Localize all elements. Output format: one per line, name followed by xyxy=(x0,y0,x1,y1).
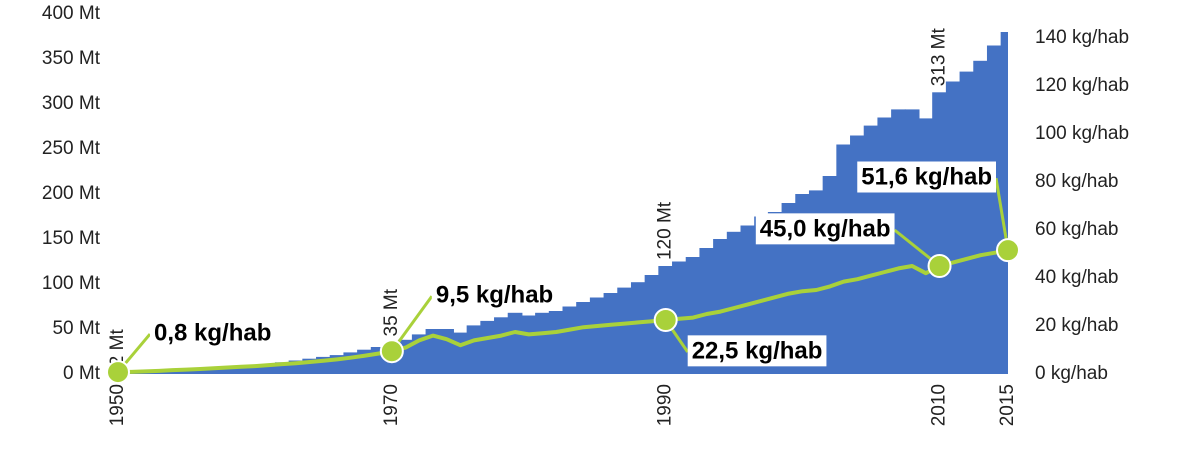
y2-tick-label: 60 kg/hab xyxy=(1035,219,1118,240)
area-step xyxy=(630,282,646,374)
label-box xyxy=(150,317,276,349)
area-step xyxy=(179,369,194,374)
x-tick-label: 2010 xyxy=(929,384,950,426)
area-step xyxy=(617,287,632,374)
label-box xyxy=(431,279,558,311)
area-label: 120 Mt xyxy=(655,201,676,260)
area-step xyxy=(261,364,276,374)
y2-tick-label: 100 kg/hab xyxy=(1035,123,1129,144)
area-step xyxy=(603,293,619,374)
line-label: 22,5 kg/hab xyxy=(692,337,823,364)
area-step xyxy=(233,365,249,374)
area-step xyxy=(192,368,208,374)
label-box xyxy=(857,161,996,193)
line-label: 9,5 kg/hab xyxy=(436,282,553,309)
y-tick-label: 350 Mt xyxy=(42,48,101,69)
area-step xyxy=(644,275,660,374)
area-step xyxy=(521,315,537,374)
y2-tick-label: 0 kg/hab xyxy=(1035,363,1108,384)
label-box xyxy=(755,213,895,245)
line-point xyxy=(927,254,952,278)
line-label: 51,6 kg/hab xyxy=(861,164,992,191)
y-tick-label: 250 Mt xyxy=(42,138,101,159)
line-point xyxy=(653,308,678,332)
area-step xyxy=(1000,32,1008,374)
y-tick-label: 50 Mt xyxy=(52,318,100,339)
line-label: 45,0 kg/hab xyxy=(760,215,891,242)
y-tick-label: 0 Mt xyxy=(63,363,101,384)
y2-tick-label: 80 kg/hab xyxy=(1035,171,1118,192)
y-tick-label: 200 Mt xyxy=(42,183,101,204)
area-step xyxy=(836,144,852,374)
label-box xyxy=(687,335,827,367)
line-point xyxy=(106,360,130,385)
area-step xyxy=(206,367,222,374)
area-step xyxy=(781,203,797,374)
area-label: 313 Mt xyxy=(929,27,950,86)
area-step xyxy=(877,117,893,374)
area-step xyxy=(959,71,975,374)
x-tick-label: 1990 xyxy=(655,384,676,426)
y2-tick-label: 40 kg/hab xyxy=(1035,267,1118,288)
area-step xyxy=(754,216,769,374)
label-connector xyxy=(994,177,1010,251)
area-step xyxy=(425,329,441,374)
area-step xyxy=(220,366,235,374)
y-tick-label: 100 Mt xyxy=(42,273,101,294)
area-step xyxy=(562,306,578,374)
line-label: 0,8 kg/hab xyxy=(154,319,271,346)
y2-tick-label: 140 kg/hab xyxy=(1035,27,1129,48)
x-tick-label: 1970 xyxy=(381,384,402,426)
x-tick-label: 2015 xyxy=(997,384,1018,426)
area-step xyxy=(548,311,564,374)
area-step xyxy=(452,332,468,374)
area-step xyxy=(247,365,263,374)
area-step xyxy=(480,320,496,374)
area-step xyxy=(986,45,1002,374)
area-step xyxy=(589,297,605,374)
line xyxy=(117,248,1009,375)
y2-tick-label: 20 kg/hab xyxy=(1035,315,1118,336)
y-tick-label: 300 Mt xyxy=(42,93,101,114)
area-step xyxy=(767,212,783,374)
y-tick-label: 400 Mt xyxy=(42,3,101,24)
line-point xyxy=(996,238,1020,263)
area-step xyxy=(918,118,934,374)
area-step xyxy=(494,317,509,374)
area-step xyxy=(535,312,550,374)
area-label: 35 Mt xyxy=(381,288,402,336)
area-step xyxy=(576,302,591,374)
area-step xyxy=(439,329,454,374)
area-step xyxy=(466,325,482,374)
area-step xyxy=(973,60,988,374)
area-step xyxy=(945,81,961,374)
x-tick-label: 1950 xyxy=(107,384,128,426)
area-step xyxy=(850,135,865,374)
y2-tick-label: 120 kg/hab xyxy=(1035,75,1129,96)
area-label: 2 Mt xyxy=(107,329,128,367)
area-step xyxy=(274,362,290,374)
area-step xyxy=(507,312,523,374)
y-tick-label: 150 Mt xyxy=(42,228,101,249)
area-step xyxy=(932,92,947,374)
line-point xyxy=(379,339,404,364)
